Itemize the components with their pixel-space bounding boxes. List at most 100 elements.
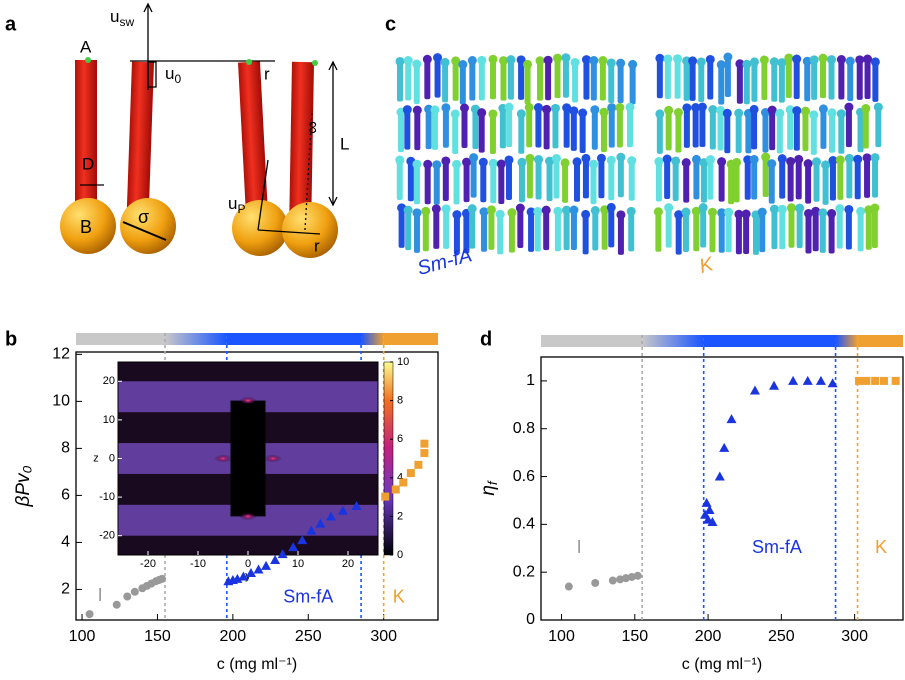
head xyxy=(606,155,616,165)
rod xyxy=(675,110,682,153)
head xyxy=(469,153,479,163)
x-tick-label: 300 xyxy=(370,628,397,645)
colorbar-tick-label: 6 xyxy=(397,433,403,445)
panel-label: b xyxy=(5,328,17,350)
head xyxy=(742,59,752,69)
rod xyxy=(452,58,459,101)
rod xyxy=(463,160,470,203)
head xyxy=(581,209,591,219)
rod xyxy=(431,107,438,150)
rod xyxy=(396,59,403,102)
rod xyxy=(674,56,681,99)
head xyxy=(625,102,635,112)
head xyxy=(775,108,785,118)
head xyxy=(533,206,543,216)
head xyxy=(691,206,701,216)
point xyxy=(270,555,281,565)
head xyxy=(403,56,413,66)
head xyxy=(533,103,543,113)
x-tick-label: 200 xyxy=(695,628,722,645)
head xyxy=(792,54,802,64)
rod xyxy=(707,57,714,100)
head xyxy=(478,157,488,167)
head xyxy=(870,153,880,163)
head xyxy=(708,105,718,115)
head xyxy=(777,154,787,164)
head xyxy=(627,156,637,166)
head xyxy=(562,103,572,113)
rod xyxy=(434,55,441,98)
rod xyxy=(617,155,624,198)
head xyxy=(553,53,563,63)
inset-x-tick-label: -20 xyxy=(140,558,156,570)
head xyxy=(844,102,854,112)
rod xyxy=(553,156,560,199)
rod xyxy=(875,105,882,148)
label: usw xyxy=(110,7,134,29)
rod xyxy=(819,56,826,99)
point xyxy=(351,500,362,510)
rod xyxy=(847,59,854,102)
head xyxy=(606,202,616,212)
head xyxy=(662,154,672,164)
point xyxy=(714,471,725,481)
rod xyxy=(812,209,819,252)
panel-label: d xyxy=(480,328,492,350)
head xyxy=(767,159,777,169)
rod xyxy=(463,211,470,254)
head xyxy=(697,102,707,112)
phase-bar xyxy=(226,333,362,345)
rod xyxy=(725,210,732,253)
y-axis-label: ηf xyxy=(478,480,500,496)
rod xyxy=(787,159,794,202)
head xyxy=(856,206,866,216)
rod xyxy=(552,106,559,149)
rod xyxy=(545,58,552,101)
head xyxy=(818,53,828,63)
rod xyxy=(413,162,420,205)
rod xyxy=(500,58,507,101)
rod xyxy=(709,107,716,150)
rod xyxy=(507,57,514,100)
head xyxy=(812,157,822,167)
head xyxy=(452,210,462,220)
rod xyxy=(724,111,731,154)
head xyxy=(855,55,865,65)
rod xyxy=(718,210,725,253)
y-axis-label: βPv₀ xyxy=(13,465,34,507)
rod xyxy=(396,158,403,201)
point xyxy=(420,439,429,448)
rod xyxy=(778,60,785,103)
point xyxy=(827,378,838,388)
head xyxy=(477,55,487,65)
rod xyxy=(689,58,696,101)
rod xyxy=(422,209,429,252)
rod xyxy=(478,58,485,101)
rod xyxy=(628,158,635,201)
head xyxy=(784,53,794,63)
head xyxy=(458,60,468,70)
rod xyxy=(820,106,827,149)
rod xyxy=(574,159,581,202)
rod xyxy=(405,58,412,101)
rod xyxy=(813,159,820,202)
rod xyxy=(404,107,411,150)
point xyxy=(277,549,288,559)
head xyxy=(734,108,744,118)
head xyxy=(835,204,845,214)
head xyxy=(477,108,487,118)
head xyxy=(673,108,683,118)
head xyxy=(516,55,526,65)
rod xyxy=(472,107,479,150)
rod xyxy=(795,157,802,200)
head xyxy=(655,53,665,63)
point xyxy=(707,516,718,526)
head xyxy=(717,208,727,218)
rod xyxy=(745,111,752,154)
rod xyxy=(675,212,682,255)
head xyxy=(654,157,664,167)
head xyxy=(422,54,432,64)
rod xyxy=(805,211,812,254)
head xyxy=(861,103,871,113)
